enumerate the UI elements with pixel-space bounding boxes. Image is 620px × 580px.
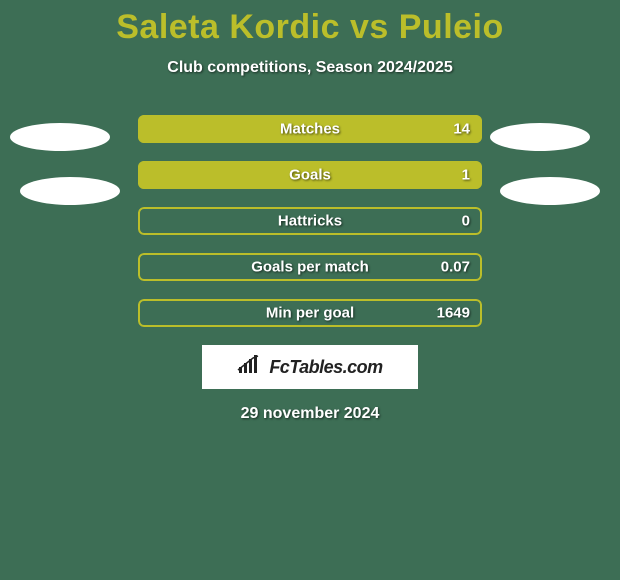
stat-row: Goals per match 0.07 [138,253,482,281]
right-ellipse-1 [490,123,590,151]
stat-label: Matches [280,121,340,138]
brand-box[interactable]: FcTables.com [202,345,418,389]
stats-block: Matches 14 Goals 1 Hattricks 0 Goals per… [138,115,482,327]
barchart-icon [237,355,263,380]
brand-text: FcTables.com [269,357,382,378]
container: Saleta Kordic vs Puleio Club competition… [0,0,620,580]
page-title: Saleta Kordic vs Puleio [0,0,620,47]
stat-row: Min per goal 1649 [138,299,482,327]
stat-value: 0.07 [441,259,470,276]
stat-value: 14 [453,121,470,138]
stat-row: Matches 14 [138,115,482,143]
stat-value: 1 [462,167,470,184]
stat-label: Min per goal [266,305,354,322]
stat-value: 1649 [437,305,470,322]
left-ellipse-1 [10,123,110,151]
stat-label: Hattricks [278,213,342,230]
stat-row: Goals 1 [138,161,482,189]
stat-label: Goals [289,167,331,184]
left-ellipse-2 [20,177,120,205]
stat-value: 0 [462,213,470,230]
date-text: 29 november 2024 [0,405,620,423]
right-ellipse-2 [500,177,600,205]
stat-label: Goals per match [251,259,369,276]
subtitle: Club competitions, Season 2024/2025 [0,59,620,77]
stat-row: Hattricks 0 [138,207,482,235]
